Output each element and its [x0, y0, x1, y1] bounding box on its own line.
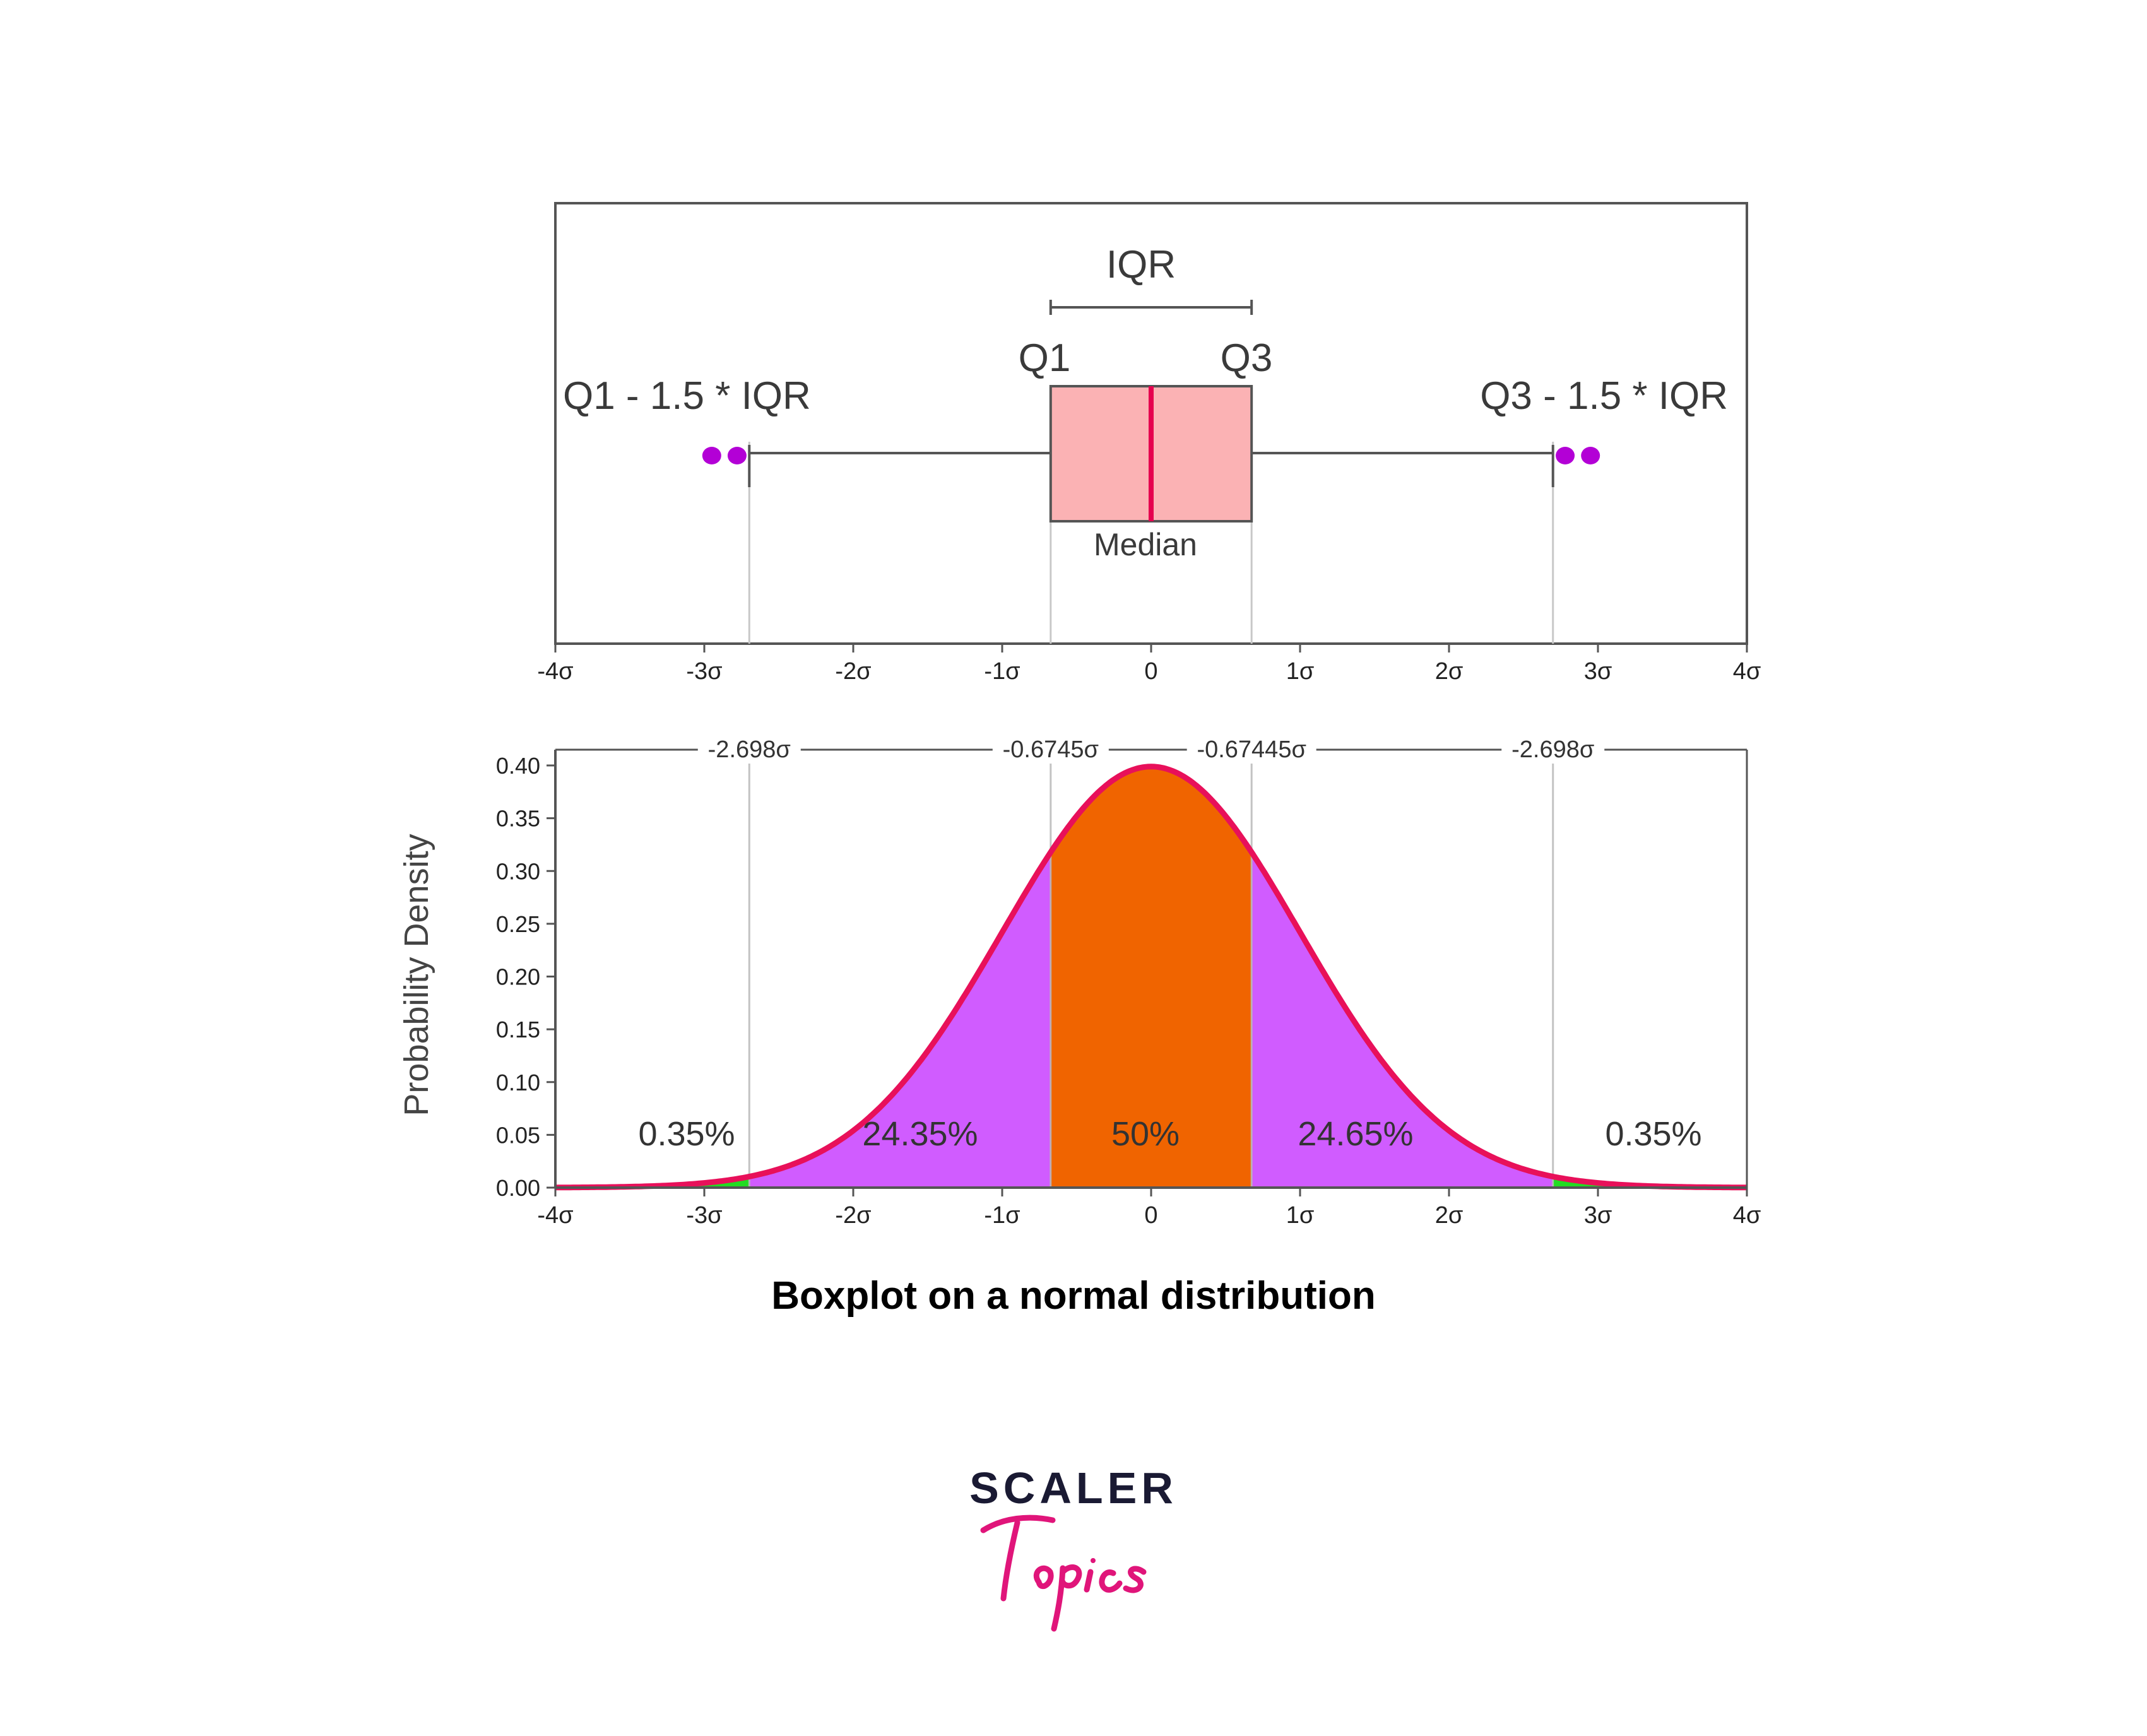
density-curve	[555, 764, 1747, 1191]
density-y-tick-label: 0.35	[496, 806, 540, 832]
sigma-marker-label-bg-2	[1186, 737, 1316, 764]
logo-script-topics	[980, 1515, 1147, 1632]
region-percent-label: 24.35%	[862, 1115, 978, 1153]
sigma-marker-label: -2.698σ	[708, 736, 791, 763]
region-percent-label: 50%	[1111, 1115, 1180, 1153]
upper-fence-label: Q3 - 1.5 * IQR	[1480, 374, 1728, 418]
region-percent-label: 0.35%	[1605, 1115, 1701, 1153]
sigma-marker-label-bg-1	[992, 737, 1109, 764]
iqr-label: IQR	[1106, 243, 1176, 286]
density-x-tick-label: -3σ	[686, 1202, 722, 1229]
boxplot-x-tick-label: 0	[1144, 658, 1157, 685]
density-y-tick-label: 0.20	[496, 964, 540, 990]
density-y-tick-label: 0.00	[496, 1175, 540, 1201]
boxplot-x-tick-label: -3σ	[686, 658, 722, 685]
boxplot-x-tick-label: -4σ	[537, 658, 573, 685]
outlier-point-1	[727, 447, 747, 464]
density-x-tick-label: -2σ	[835, 1202, 871, 1229]
density-x-tick-label: 1σ	[1286, 1202, 1315, 1229]
sigma-marker-label-bg-3	[1501, 737, 1605, 764]
density-y-tick-label: 0.10	[496, 1070, 540, 1095]
q1-label: Q1	[1019, 336, 1071, 380]
density-y-tick-label: 0.25	[496, 911, 540, 937]
density-y-tick-label: 0.15	[496, 1017, 540, 1042]
density-y-tick-label: 0.40	[496, 753, 540, 779]
outlier-point-0	[702, 447, 721, 464]
boxplot-x-tick-label: 4σ	[1733, 658, 1761, 685]
sigma-marker-label: -2.698σ	[1511, 736, 1594, 763]
boxplot-x-tick-label: 2σ	[1435, 658, 1464, 685]
density-region-2	[1050, 766, 1252, 1188]
boxplot-x-tick-label: -2σ	[835, 658, 871, 685]
density-x-tick-label: 4σ	[1733, 1202, 1761, 1229]
density-x-tick-label: -1σ	[984, 1202, 1020, 1229]
density-y-tick-label: 0.30	[496, 858, 540, 884]
density-x-tick-label: 0	[1144, 1202, 1157, 1229]
density-y-axis-label: Probability Density	[398, 834, 435, 1116]
boxplot-x-tick-label: 3σ	[1584, 658, 1612, 685]
logo-wordmark: SCALER	[969, 1463, 1178, 1513]
q3-label: Q3	[1221, 336, 1273, 380]
region-percent-label: 0.35%	[638, 1115, 735, 1153]
median-label: Median	[1094, 527, 1197, 562]
figure-caption: Boxplot on a normal distribution	[771, 1274, 1376, 1318]
sigma-marker-label: -0.67445σ	[1197, 736, 1306, 763]
region-percent-label: 24.65%	[1298, 1115, 1413, 1153]
density-region-3	[1251, 852, 1553, 1188]
density-x-tick-label: 3σ	[1584, 1202, 1612, 1229]
boxplot-x-tick-label: 1σ	[1286, 658, 1315, 685]
density-y-tick-label: 0.05	[496, 1122, 540, 1148]
lower-fence-label: Q1 - 1.5 * IQR	[563, 374, 811, 418]
sigma-marker-label-bg-0	[697, 737, 801, 764]
density-x-tick-label: 2σ	[1435, 1202, 1464, 1229]
density-region-1	[749, 852, 1051, 1188]
boxplot-x-tick-label: -1σ	[984, 658, 1020, 685]
sigma-marker-label: -0.6745σ	[1003, 736, 1099, 763]
density-x-tick-label: -4σ	[537, 1202, 573, 1229]
outlier-point-2	[1556, 447, 1575, 464]
outlier-point-3	[1581, 447, 1600, 464]
